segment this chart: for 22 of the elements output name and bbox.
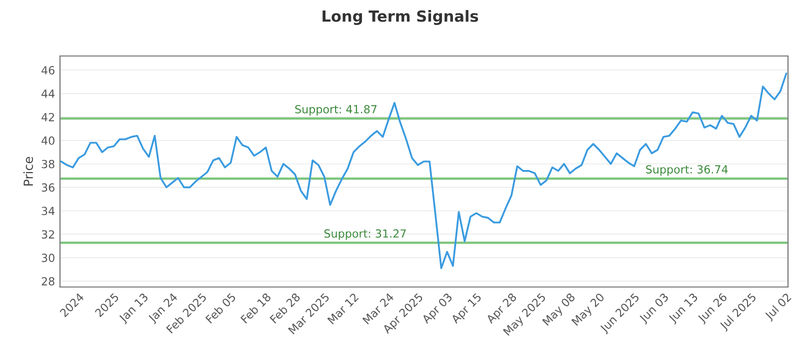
- chart-title: Long Term Signals: [322, 10, 478, 25]
- ref-line-label: Support: 41.87: [295, 105, 377, 116]
- line-series: [60, 72, 788, 270]
- y-tick-label: 46: [42, 66, 54, 74]
- x-tick-label: Jan 13: [118, 292, 150, 324]
- y-tick-label: 42: [42, 112, 54, 122]
- x-tick-label: Jul 02: [764, 292, 793, 322]
- y-axis-title: Price: [23, 156, 34, 186]
- y-tick-label: 36: [42, 183, 54, 192]
- ref-line-label: Support: 36.74: [646, 165, 728, 176]
- y-tick-label: 34: [42, 206, 55, 216]
- ref-line-label: Support: 31.27: [324, 229, 406, 240]
- y-tick-label: 44: [42, 90, 55, 98]
- y-tick-label: 40: [42, 136, 54, 145]
- y-tick-label: 32: [42, 230, 54, 239]
- y-tick-label: 30: [42, 254, 54, 262]
- x-tick-label: Mar 12: [327, 292, 359, 324]
- x-tick-label: Jun 03: [638, 292, 670, 325]
- x-tick-label: Apr 15: [450, 292, 484, 326]
- y-tick-label: 38: [42, 160, 54, 168]
- y-tick-label: 28: [42, 277, 54, 286]
- x-tick-label: Feb 05: [205, 292, 236, 324]
